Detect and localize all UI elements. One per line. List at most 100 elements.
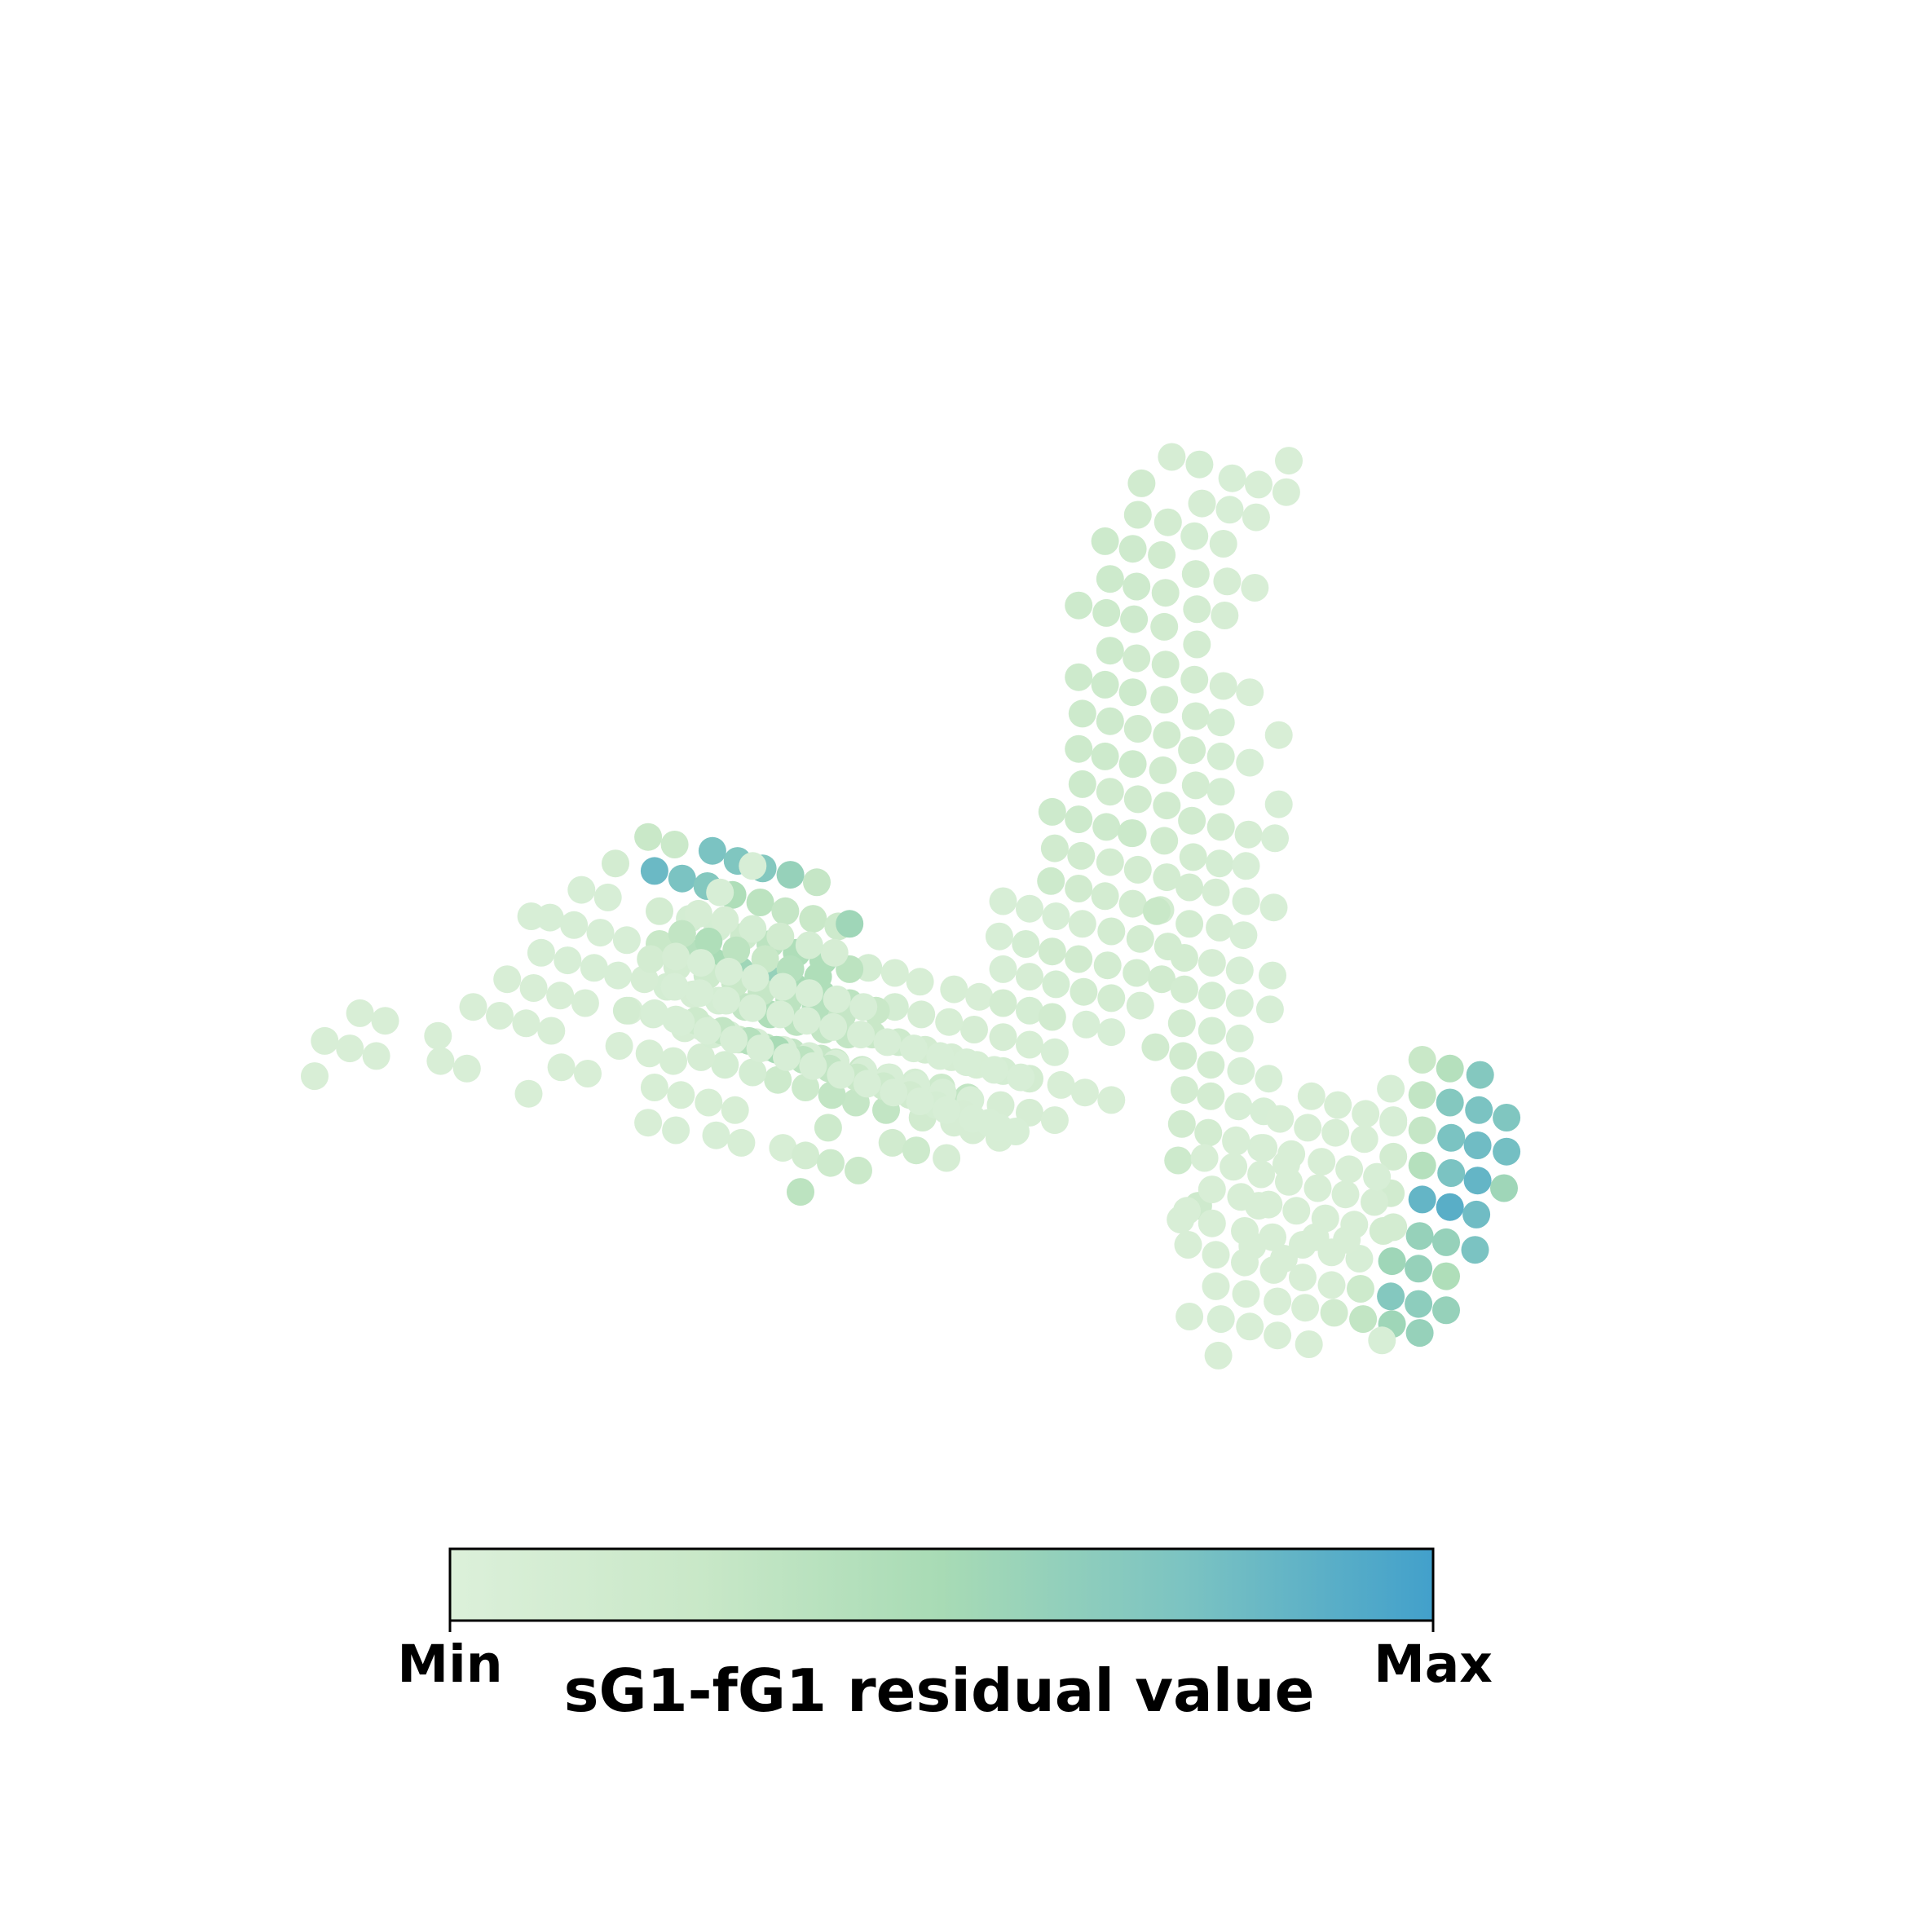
scatter-point: [695, 927, 723, 955]
scatter-point: [1150, 612, 1179, 641]
scatter-point: [1209, 530, 1237, 558]
scatter-point: [1291, 1294, 1320, 1322]
scatter-point: [1289, 1264, 1317, 1292]
scatter-point: [1206, 778, 1235, 806]
scatter-point: [1127, 469, 1156, 497]
scatter-point: [1378, 1247, 1406, 1276]
scatter-point: [1405, 1290, 1433, 1318]
scatter-point: [712, 986, 740, 1015]
scatter-point: [1067, 841, 1096, 870]
scatter-point: [980, 1056, 1008, 1084]
scatter-point: [1206, 708, 1235, 737]
scatter-point: [698, 836, 726, 865]
scatter-point: [1167, 1009, 1196, 1038]
scatter-point: [336, 1034, 364, 1063]
scatter-point: [899, 1034, 928, 1063]
scatter-point: [1405, 1222, 1434, 1251]
scatter-point: [668, 864, 696, 893]
scatter-point: [1463, 1131, 1492, 1159]
scatter-point: [799, 905, 827, 933]
scatter-point: [452, 1054, 481, 1083]
scatter-point: [1197, 1082, 1225, 1110]
scatter-point: [1264, 1321, 1292, 1350]
scatter-point: [1236, 1312, 1264, 1341]
scatter-point: [346, 999, 374, 1027]
scatter-point: [1179, 843, 1207, 871]
scatter-point: [773, 1043, 801, 1071]
scatter-point: [311, 1026, 339, 1055]
scatter-point: [1118, 819, 1145, 848]
scatter-point: [1463, 1167, 1492, 1195]
scatter-point: [1331, 1180, 1360, 1209]
scatter-point: [634, 1109, 663, 1137]
scatter-point: [769, 973, 797, 1001]
scatter-point: [646, 897, 673, 925]
scatter-point: [1180, 665, 1209, 694]
scatter-point: [814, 1114, 842, 1142]
scatter-point: [1096, 707, 1124, 735]
scatter-point: [1222, 1126, 1251, 1154]
scatter-point: [1238, 1232, 1267, 1260]
scatter-point: [989, 955, 1017, 983]
scatter-point: [1227, 1056, 1255, 1085]
scatter-point: [1181, 771, 1210, 800]
scatter-point: [1432, 1228, 1460, 1256]
scatter-point: [935, 1008, 964, 1036]
scatter-point: [795, 931, 823, 959]
scatter-point: [1153, 721, 1181, 749]
scatter-point: [1091, 742, 1119, 770]
scatter-point: [571, 989, 599, 1017]
scatter-point: [667, 1081, 695, 1109]
scatter-point: [1198, 1176, 1226, 1204]
scatter-point: [637, 945, 665, 973]
scatter-point: [660, 973, 689, 1001]
scatter-point: [1153, 508, 1182, 536]
scatter-point: [1097, 917, 1126, 946]
scatter-point: [1007, 1063, 1035, 1092]
scatter-point: [1123, 644, 1151, 673]
scatter-point: [1097, 984, 1126, 1012]
scatter-point: [1123, 855, 1152, 884]
scatter-point: [1197, 1051, 1225, 1079]
scatter-point: [1333, 1225, 1361, 1254]
scatter-point: [1065, 734, 1093, 763]
scatter-point: [1408, 1151, 1436, 1180]
scatter-point: [739, 915, 767, 943]
scatter-point: [880, 1078, 908, 1107]
scatter-point: [1065, 663, 1093, 691]
scatter-point: [1225, 956, 1254, 985]
scatter-point: [1047, 1070, 1075, 1099]
scatter-point: [574, 1060, 602, 1087]
scatter-point: [1368, 1326, 1396, 1355]
scatter-point: [764, 1065, 792, 1094]
scatter-point: [1097, 1018, 1126, 1047]
scatter-point: [1303, 1174, 1332, 1202]
scatter-point: [1349, 1305, 1378, 1334]
scatter-point: [792, 1074, 820, 1101]
scatter-point: [1092, 813, 1121, 841]
scatter-point: [926, 1042, 955, 1070]
scatter-point: [1202, 1272, 1230, 1300]
scatter-point: [1282, 1197, 1311, 1225]
scatter-point: [640, 1074, 668, 1101]
scatter-point: [1091, 670, 1119, 699]
scatter-point: [537, 1017, 566, 1045]
scatter-point: [702, 1121, 730, 1149]
scatter-point: [1170, 1076, 1198, 1105]
scatter-point: [1096, 848, 1124, 876]
scatter-point: [519, 974, 548, 1002]
scatter-point: [1301, 1223, 1330, 1251]
scatter-point: [1224, 1092, 1253, 1121]
scatter-point: [1247, 1160, 1276, 1189]
scatter-point: [847, 1021, 876, 1049]
scatter-point: [1436, 1054, 1464, 1083]
scatter-point: [1493, 1137, 1521, 1166]
scatter-point: [1272, 1150, 1300, 1179]
colorbar-min-label: Min: [397, 1634, 503, 1694]
scatter-point: [1123, 501, 1152, 529]
scatter-point: [1493, 1104, 1521, 1131]
scatter-point: [1065, 945, 1093, 973]
scatter-point: [634, 823, 663, 851]
scatter-point: [776, 861, 805, 889]
scatter-point: [960, 1016, 988, 1043]
